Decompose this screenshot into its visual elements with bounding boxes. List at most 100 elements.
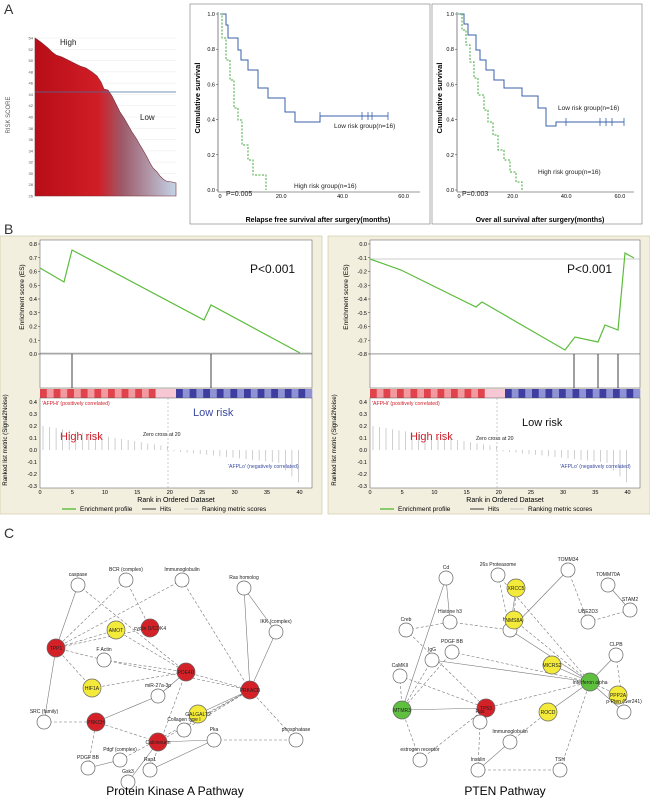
gsea-right-pos-label: 'AFPHi' (positively correlated)	[372, 401, 440, 407]
netR-edge	[431, 659, 591, 683]
gseaR-es-tick: -0.6	[358, 325, 367, 331]
netR-node-label: Creb	[401, 617, 412, 623]
netL-node	[240, 680, 260, 700]
netL-node-label: caspase	[69, 572, 88, 578]
gseaL-metric-tick: 0.4	[29, 400, 37, 406]
gseaR-rank-cell	[471, 389, 479, 398]
gseaL-rank-cell	[257, 389, 265, 398]
netR-node	[438, 570, 454, 586]
risk-ytick: 36	[29, 137, 34, 142]
os-xtick: 0	[457, 194, 460, 200]
gsea-right-legend: Enrichment profile Hits Ranking metric s…	[380, 506, 593, 513]
gseaR-es-tick: -0.4	[358, 297, 367, 303]
gseaR-rank-cell	[633, 389, 641, 398]
gseaR-xtick: 35	[592, 490, 598, 496]
netL-node	[120, 774, 136, 790]
gsea-right-metric-bars	[372, 426, 627, 483]
netL-node	[188, 704, 208, 724]
netL-edge	[55, 579, 127, 649]
gseaR-rank-cell	[417, 389, 425, 398]
netL-node-label: cyclin D/CDK4	[134, 626, 166, 632]
gsea-right-enrichment-profile	[369, 252, 635, 351]
gseaL-xtick: 20	[167, 490, 173, 496]
km-os-p-value: P=0.003	[462, 191, 488, 198]
netL-node-label: PDGF BB	[77, 755, 100, 761]
gsea-right-low-risk: Low risk	[522, 417, 563, 429]
gseaR-rank-cell	[444, 389, 452, 398]
gseaR-metric-tick: -0.3	[358, 484, 367, 490]
netL-node	[174, 572, 190, 588]
netR-node-label: NMS8A	[505, 618, 523, 624]
netR-edge	[449, 621, 511, 631]
netL-edge	[55, 647, 105, 661]
gseaL-rank-cell	[80, 389, 88, 398]
netL-node	[142, 762, 158, 778]
risk-ytick: 32	[29, 160, 34, 165]
netL-edge	[125, 579, 151, 629]
gsea-right-high-risk: High risk	[410, 431, 453, 443]
gsea-left-zero-cross: Zero cross at 20	[143, 432, 181, 438]
netR-node-label: p-Pten (Ser241)	[606, 699, 642, 705]
netR-edge	[485, 681, 591, 709]
netR-node	[504, 610, 524, 630]
gsea-left-high-risk: High risk	[60, 431, 103, 443]
km-rfs-xlabel: Relapse free survival after surgery(mont…	[246, 217, 391, 224]
netL-node-label: Gsk3	[122, 769, 134, 775]
panel-letter-a: A	[4, 1, 14, 17]
gseaR-xtick: 0	[368, 490, 371, 496]
gseaL-rank-cell	[216, 389, 224, 398]
risk-ytick: 28	[29, 182, 34, 187]
gseaL-rank-cell	[53, 389, 61, 398]
netR-node-label: TSH	[555, 757, 565, 763]
netR-node-label: 26s Proteasome	[480, 562, 517, 568]
gseaL-rank-cell	[108, 389, 116, 398]
gsea-left-xlabel: Rank in Ordered Dataset	[137, 497, 214, 504]
gseaL-rank-cell	[244, 389, 252, 398]
gseaR-rank-cell	[403, 389, 411, 398]
risk-ytick: 40	[29, 115, 34, 120]
gseaL-rank-cell	[135, 389, 143, 398]
gseaL-rank-cell	[46, 389, 54, 398]
netR-node	[442, 614, 458, 630]
gseaR-rank-cell	[464, 389, 472, 398]
gseaL-rank-cell	[278, 389, 286, 398]
gseaR-rank-cell	[532, 389, 540, 398]
gseaR-metric-tick: 0.3	[359, 412, 367, 418]
km-os-yticks: 1.0 0.8 0.6 0.4 0.2 0.0	[446, 12, 457, 194]
netR-node	[472, 714, 488, 730]
risk-ytick: 46	[29, 81, 34, 86]
gseaL-xtick: 0	[38, 490, 41, 496]
netL-node	[148, 732, 168, 752]
netR-node	[424, 652, 440, 668]
gseaL-rank-cell	[291, 389, 299, 398]
netL-edge	[103, 659, 187, 673]
gseaL-rank-cell	[162, 389, 170, 398]
gsea-left-metric-ticks: 0.4 0.3 0.2 0.1 0.0 -0.1 -0.2 -0.3	[28, 400, 37, 490]
rfs-xtick: 0	[218, 194, 221, 200]
gsea-left-legend-enrichment: Enrichment profile	[80, 506, 133, 513]
gseaR-rank-cell	[545, 389, 553, 398]
netR-node-label: ROCD	[541, 710, 556, 716]
netR-node	[470, 762, 486, 778]
netL-node	[288, 732, 304, 748]
netR-node-label: CaMKII	[392, 663, 409, 669]
km-os-censor-marks	[565, 118, 625, 126]
risk-ytick: 38	[29, 126, 34, 131]
km-os-xlabel: Over all survival after surgery(months)	[476, 217, 605, 224]
gseaL-rank-cell	[230, 389, 238, 398]
gseaL-rank-cell	[189, 389, 197, 398]
netL-node-label: Ras homolog	[229, 575, 259, 581]
os-ytick: 0.0	[446, 188, 454, 194]
rfs-ytick: 0.2	[207, 153, 215, 159]
rfs-xtick: 40.0	[337, 194, 348, 200]
netL-node-label: Calcineurin	[145, 740, 170, 746]
netL-node	[86, 712, 106, 732]
netL-node	[176, 722, 192, 738]
gseaL-rank-cell	[298, 389, 306, 398]
netR-edge	[445, 577, 451, 623]
os-ytick: 0.2	[446, 153, 454, 159]
netR-edge	[401, 577, 447, 711]
netR-node-label: TP53	[480, 706, 492, 712]
gseaR-rank-cell	[498, 389, 506, 398]
netL-edge	[249, 631, 277, 691]
